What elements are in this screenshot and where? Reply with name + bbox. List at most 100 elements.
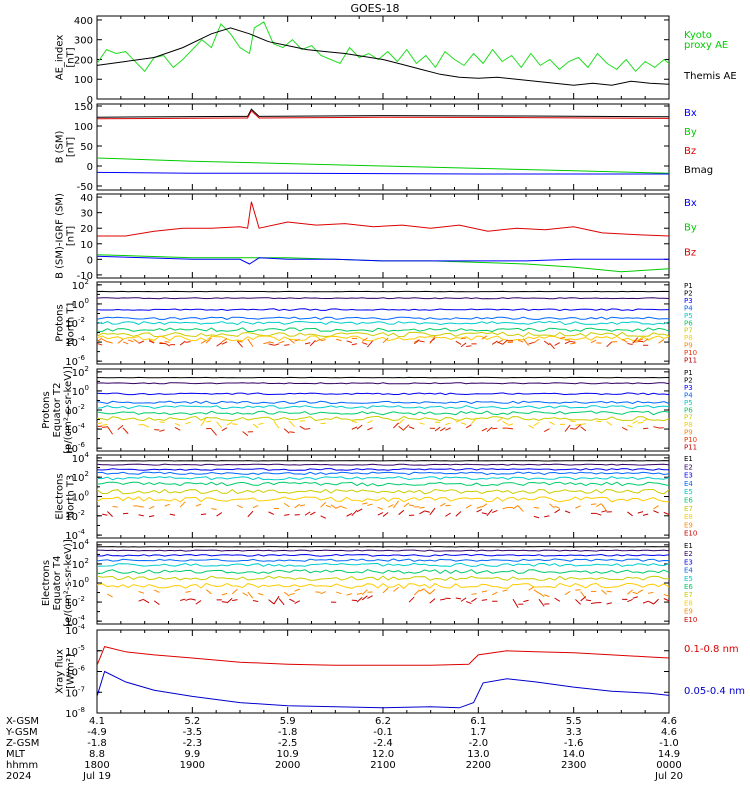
series-segment [299,504,306,507]
legend-label: E5 [684,488,693,496]
series-P7 [97,415,669,422]
series-E5 [97,476,669,481]
series-segment [356,424,363,430]
legend-label: E10 [684,616,697,624]
x-axis-value: 2200 [466,760,491,771]
series-Bx [97,255,669,265]
series-segment [106,426,114,435]
legend-label: P1 [684,369,693,377]
series-segment [481,590,488,593]
legend-label: proxy AE [684,40,728,51]
series-E8 [97,496,669,503]
series-segment [543,428,550,433]
legend-label: E7 [684,591,693,599]
legend-label: E8 [684,599,693,607]
x-axis-value: 5.5 [566,716,582,727]
series-segment [575,505,581,509]
series-segment [445,427,451,431]
series-segment [502,339,509,345]
series-0.05-0.4 nm [97,670,669,709]
x-axis-value: 12.0 [372,749,394,760]
series-segment [122,341,129,345]
legend-label: P2 [684,376,693,384]
series-segment [289,420,295,427]
series-segment [606,421,613,426]
series-segment [117,338,124,344]
y-axis-label: Protons [55,304,66,341]
legend-label: P6 [684,319,693,327]
series-segment [492,509,498,514]
x-axis-value: 10.9 [277,749,299,760]
series-segment [544,515,550,518]
series-segment [294,338,300,342]
y-axis-label: Xray flux [55,649,66,694]
series-segment [595,503,602,507]
y-axis-label: Electrons [55,473,66,519]
series-segment [393,422,399,429]
legend-label: By [684,223,697,234]
series-segment [570,428,576,430]
series-segment [590,339,597,344]
series-E2 [97,549,669,552]
series-segment [653,598,659,605]
series-segment [507,423,514,426]
x-axis-value: 4.6 [661,727,677,738]
y-tick-label: 150 [74,102,93,113]
series-segment [185,590,191,593]
legend-label: P6 [684,406,693,414]
series-segment [362,502,368,505]
series-segment [377,506,384,510]
series-segment [97,422,103,425]
series-segment [179,340,186,346]
series-segment [642,338,649,343]
series-segment [627,343,633,346]
series-segment [606,602,612,605]
legend-label: E7 [684,505,693,513]
series-segment [632,337,639,344]
series-segment [289,593,295,596]
series-By [97,157,669,174]
series-segment [211,428,217,436]
series-segment [424,589,431,595]
series-segment [653,505,659,510]
series-segment [320,339,326,342]
series-segment [455,419,462,423]
series-segment [138,423,144,426]
series-segment [637,338,644,342]
legend-label: Kyoto [684,30,712,41]
legend-label: Bz [684,146,696,157]
series-segment [367,595,373,599]
legend-label: E3 [684,558,693,566]
series-Themis AE [97,27,669,86]
series-P9 [97,335,665,347]
y-tick-label: 104 [72,451,90,465]
series-segment [138,340,145,344]
series-segment [429,507,436,516]
series-P2 [97,382,669,385]
series-segment [471,417,477,424]
series-segment [112,505,118,508]
series-P2 [97,297,669,300]
panel-frame [96,15,670,100]
y-tick-label: 10-8 [65,706,85,720]
series-segment [304,342,311,345]
series-P5 [97,320,669,326]
series-segment [284,514,290,516]
series-P6 [97,327,669,333]
series-segment [107,341,113,344]
series-segment [138,598,144,602]
legend-label: P4 [684,391,693,399]
series-segment [575,599,581,605]
legend-label: P11 [684,444,697,452]
series-segment [528,586,535,591]
series-segment [164,503,170,507]
series-segment [481,427,488,432]
series-segment [658,339,665,344]
series-segment [289,338,295,344]
series-segment [590,602,597,604]
series-E3 [97,553,669,557]
legend-label: P11 [684,357,697,365]
series-segment [393,586,399,592]
y-axis-label: Equator T2 [52,383,63,438]
